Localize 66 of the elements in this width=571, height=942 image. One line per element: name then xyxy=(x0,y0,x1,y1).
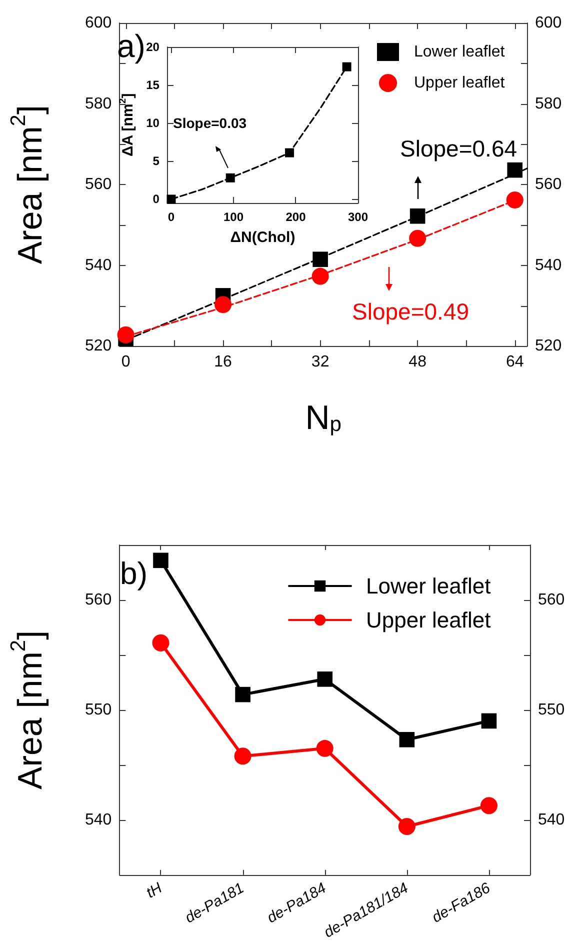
legend-label: Upper leaflet xyxy=(414,74,506,92)
x-tick-label: tH xyxy=(143,879,166,902)
point xyxy=(317,672,332,687)
x-tick-label: 100 xyxy=(223,210,244,224)
point xyxy=(235,686,250,702)
y-tick-label: 0 xyxy=(152,192,160,206)
x-tick-label: 300 xyxy=(348,210,368,224)
y2-tick-label: 580 xyxy=(535,95,562,112)
point xyxy=(409,230,426,247)
point xyxy=(152,634,170,652)
y-axis-title: ΔA [nm2] xyxy=(118,93,136,156)
y-tick-label: 15 xyxy=(146,78,160,92)
annotation: Slope=0.49 xyxy=(352,298,470,324)
y2-tick-label: 540 xyxy=(535,256,562,274)
point xyxy=(312,252,328,267)
y2-tick-label: 540 xyxy=(538,811,565,828)
x-tick-label: 0 xyxy=(121,354,130,371)
y-tick-label: 520 xyxy=(84,338,112,355)
x-tick-label: 200 xyxy=(286,210,306,224)
y2-tick-label: 520 xyxy=(535,338,562,355)
point xyxy=(398,818,416,835)
x-tick-label: 0 xyxy=(168,210,175,224)
y-tick-label: 600 xyxy=(84,14,112,32)
point xyxy=(316,740,334,757)
point xyxy=(312,268,329,285)
y-axis-title: Area [nm2] xyxy=(7,105,50,264)
point xyxy=(226,173,235,182)
point xyxy=(166,194,176,204)
annotation: Slope=0.03 xyxy=(173,115,247,131)
legend-label: Upper leaflet xyxy=(366,608,491,632)
y-tick-label: 540 xyxy=(84,256,112,274)
x-tick-label: 64 xyxy=(506,354,524,371)
y-tick-label: 20 xyxy=(146,40,160,54)
point xyxy=(481,713,497,729)
y-tick-label: 540 xyxy=(84,811,112,828)
y2-tick-label: 560 xyxy=(538,591,565,608)
x-tick-label: 16 xyxy=(214,354,232,371)
point xyxy=(285,148,294,158)
x-axis-title: ΔN(Chol) xyxy=(230,229,296,246)
annotation: Slope=0.64 xyxy=(400,136,518,162)
y2-tick-label: 550 xyxy=(538,701,565,718)
y-tick-label: 560 xyxy=(84,176,112,194)
y2-tick-label: 600 xyxy=(535,14,562,32)
point xyxy=(480,797,498,814)
point xyxy=(410,208,426,224)
point xyxy=(117,326,134,344)
y-axis-title: Area [nm2] xyxy=(7,630,50,790)
y2-tick-label: 560 xyxy=(535,176,562,194)
legend-label: Lower leaflet xyxy=(366,574,491,598)
point xyxy=(507,162,522,178)
y-tick-label: 5 xyxy=(152,154,160,168)
y-tick-label: 10 xyxy=(146,116,160,130)
legend-label: Lower leaflet xyxy=(414,44,506,60)
point xyxy=(153,552,168,568)
point xyxy=(399,732,415,748)
point xyxy=(234,748,252,765)
point xyxy=(506,191,524,208)
y-tick-label: 560 xyxy=(84,591,112,608)
y-tick-label: 580 xyxy=(84,95,112,112)
x-tick-label: 32 xyxy=(311,354,330,371)
annotation: b) xyxy=(120,556,148,591)
point xyxy=(342,62,352,72)
x-axis-title: Np xyxy=(305,399,342,437)
point xyxy=(214,296,232,314)
y-tick-label: 550 xyxy=(84,701,112,718)
x-tick-label: 48 xyxy=(408,354,427,371)
